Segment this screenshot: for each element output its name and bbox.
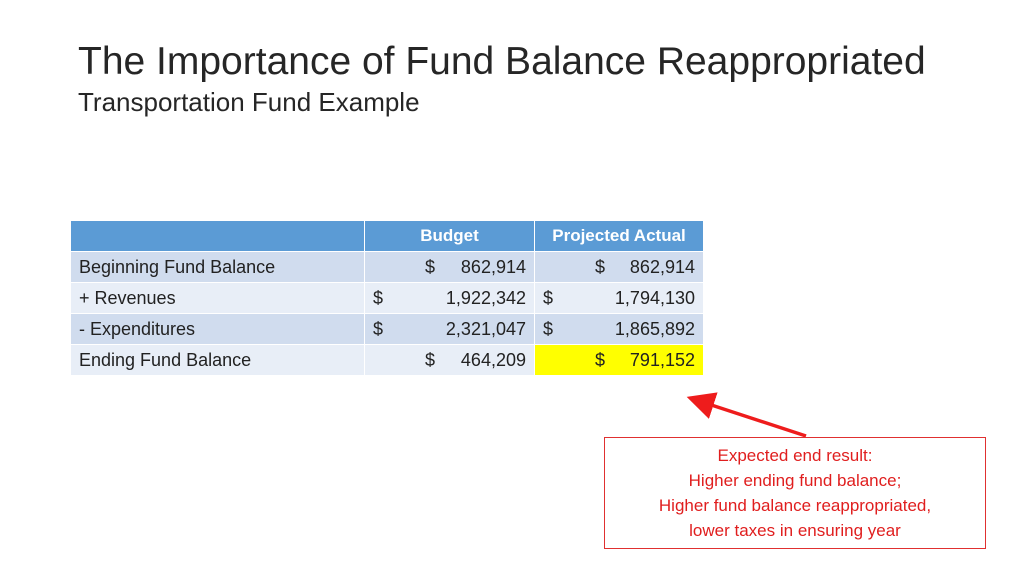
currency-symbol: $ — [425, 256, 436, 277]
currency-symbol: $ — [373, 318, 384, 339]
table-row: - Expenditures $2,321,047 $1,865,892 — [70, 313, 704, 345]
callout-line: lower taxes in ensuring year — [689, 521, 901, 540]
currency-symbol: $ — [373, 287, 384, 308]
currency-symbol: $ — [543, 287, 554, 308]
currency-symbol: $ — [543, 318, 554, 339]
actual-value: 1,865,892 — [614, 318, 695, 339]
header-budget: Budget — [364, 220, 535, 252]
table-row: Ending Fund Balance $464,209 $791,152 — [70, 344, 704, 376]
table-header-row: Budget Projected Actual — [70, 220, 704, 252]
row-label: + Revenues — [70, 282, 365, 314]
currency-symbol: $ — [595, 349, 606, 370]
slide-title: The Importance of Fund Balance Reappropr… — [78, 40, 926, 83]
row-label: Ending Fund Balance — [70, 344, 365, 376]
expected-result-callout: Expected end result: Higher ending fund … — [604, 437, 986, 549]
ending-balance-highlight-cell: $791,152 — [534, 344, 704, 376]
budget-cell: $862,914 — [364, 251, 535, 283]
budget-value: 862,914 — [460, 256, 526, 277]
budget-cell: $1,922,342 — [364, 282, 535, 314]
table-row: + Revenues $1,922,342 $1,794,130 — [70, 282, 704, 314]
actual-value: 1,794,130 — [614, 287, 695, 308]
header-label-cell — [70, 220, 365, 252]
actual-value: 862,914 — [629, 256, 695, 277]
budget-cell: $2,321,047 — [364, 313, 535, 345]
actual-cell: $862,914 — [534, 251, 704, 283]
table-row: Beginning Fund Balance $862,914 $862,914 — [70, 251, 704, 283]
callout-line: Higher ending fund balance; — [688, 471, 902, 490]
fund-balance-table: Budget Projected Actual Beginning Fund B… — [70, 220, 704, 376]
row-label: - Expenditures — [70, 313, 365, 345]
budget-value: 2,321,047 — [445, 318, 526, 339]
callout-line: Expected end result: — [717, 446, 873, 465]
callout-line: Higher fund balance reappropriated, — [658, 496, 932, 515]
actual-cell: $1,794,130 — [534, 282, 704, 314]
title-block: The Importance of Fund Balance Reappropr… — [78, 40, 926, 118]
budget-value: 464,209 — [460, 349, 526, 370]
budget-cell: $464,209 — [364, 344, 535, 376]
slide-subtitle: Transportation Fund Example — [78, 86, 420, 117]
arrow-line — [686, 392, 807, 438]
actual-value: 791,152 — [629, 349, 695, 370]
currency-symbol: $ — [425, 349, 436, 370]
currency-symbol: $ — [595, 256, 606, 277]
row-label: Beginning Fund Balance — [70, 251, 365, 283]
budget-value: 1,922,342 — [445, 287, 526, 308]
